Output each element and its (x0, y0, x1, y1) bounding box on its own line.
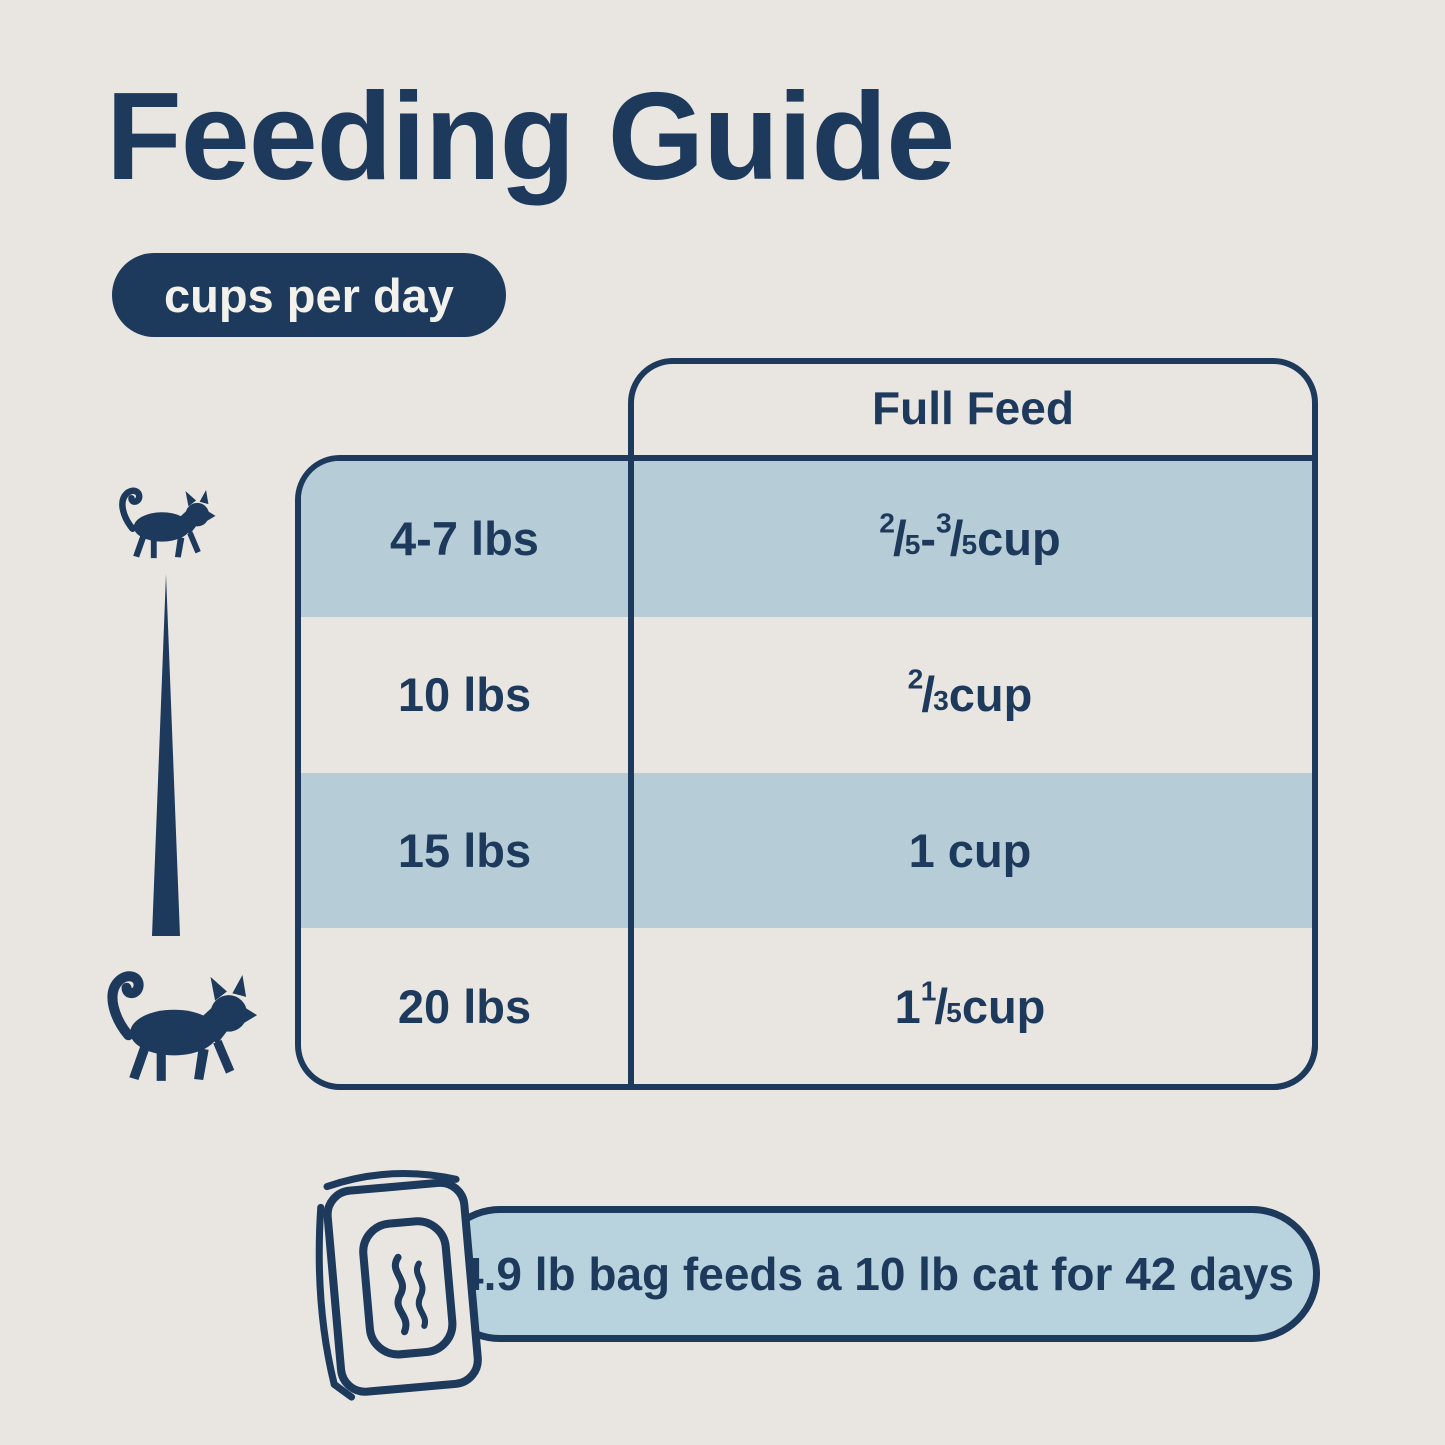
bag-note-banner: 4.9 lb bag feeds a 10 lb cat for 42 days (432, 1206, 1320, 1342)
page-title: Feeding Guide (106, 68, 955, 206)
feeding-table-body: 4-7 lbs 2/5 - 3/5 cup 10 lbs 2/3 cup 15 … (295, 455, 1318, 1090)
weight-cell: 20 lbs (397, 979, 532, 1033)
table-row: 4-7 lbs 2/5 - 3/5 cup (301, 461, 1312, 617)
weight-cell: 4-7 lbs (390, 512, 539, 566)
food-bag-icon (315, 1170, 482, 1401)
serving-cell: 2/3 cup (907, 662, 1033, 723)
units-badge-label: cups per day (164, 268, 454, 322)
steam-swirl-icon (391, 1253, 429, 1336)
weight-cell: 10 lbs (397, 668, 532, 722)
serving-cell: 2/5 - 3/5 cup (879, 506, 1061, 567)
small-cat-icon (119, 487, 216, 559)
units-badge: cups per day (112, 253, 506, 337)
table-row: 15 lbs 1 cup (301, 772, 1312, 929)
bag-note-text: 4.9 lb bag feeds a 10 lb cat for 42 days (457, 1248, 1295, 1300)
table-row: 10 lbs 2/3 cup (301, 617, 1312, 773)
feeding-table: Full Feed 4-7 lbs 2/5 - 3/5 cup 10 lbs 2… (295, 358, 1318, 1090)
weight-cell: 15 lbs (397, 823, 532, 877)
serving-cell: 1 1/5 cup (894, 974, 1046, 1034)
large-cat-icon (107, 971, 258, 1081)
table-row: 20 lbs 1 1/5 cup (301, 928, 1312, 1084)
taper-pointer-icon (152, 574, 180, 936)
serving-cell: 1 cup (908, 823, 1032, 877)
column-header-full-feed: Full Feed (872, 382, 1074, 434)
